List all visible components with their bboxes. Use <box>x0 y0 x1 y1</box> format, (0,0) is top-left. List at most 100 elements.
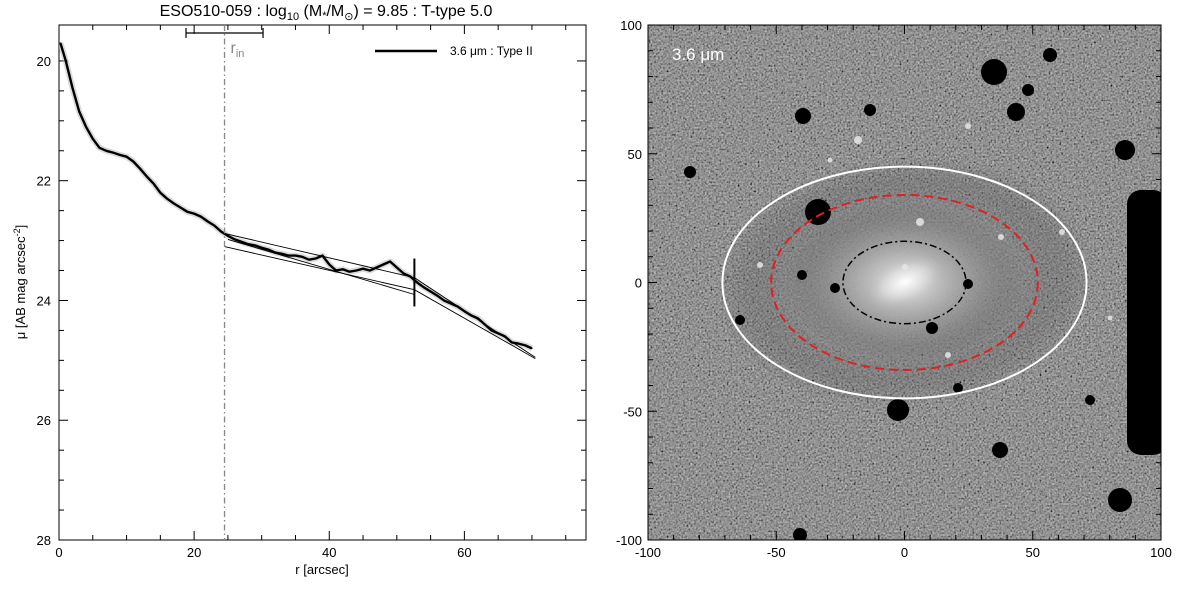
y-tick-label: 28 <box>37 533 51 548</box>
y-axis-title-sup: -2 <box>12 228 22 236</box>
profile-point <box>416 281 418 284</box>
plot-frame <box>58 24 587 541</box>
bright-source <box>945 352 951 358</box>
profile-point <box>342 268 344 270</box>
y-tick-label: 50 <box>628 147 642 162</box>
bright-source <box>998 234 1004 240</box>
chart-title: ESO510-059 : log10 (M*/M⊙) = 9.85 : T-ty… <box>160 3 493 23</box>
profile-point <box>288 254 290 257</box>
mask-blob <box>953 383 963 393</box>
profile-point <box>193 213 195 215</box>
profile-point <box>355 269 357 272</box>
bright-source <box>916 218 924 226</box>
profile-point <box>267 248 270 251</box>
legend: 3.6 μm : Type II <box>375 44 533 58</box>
mask-blob <box>992 442 1008 458</box>
profile-point <box>119 154 121 156</box>
profile-point <box>477 317 479 320</box>
title-mass-open: (M <box>299 3 322 20</box>
y-tick-label: 26 <box>37 413 51 428</box>
profile-point <box>315 257 317 260</box>
profile-point <box>71 87 74 89</box>
profile-point <box>517 342 520 345</box>
bright-source <box>965 123 971 129</box>
profile-point <box>234 238 236 240</box>
mask-blob <box>1007 103 1025 121</box>
profile-point <box>443 299 445 302</box>
axis-ticks: 0 20 40 60 20 22 24 26 28 <box>37 25 586 560</box>
galaxy-image: 3.6 μm <box>648 25 1161 540</box>
x-tick-label: 20 <box>187 545 201 560</box>
masked-region <box>1127 190 1161 455</box>
profile-point <box>125 156 128 158</box>
profile-point <box>389 260 391 263</box>
profile-point <box>98 147 101 149</box>
profile-uncertainty <box>59 42 534 352</box>
mask-blob <box>735 315 745 325</box>
profile-point <box>382 263 384 266</box>
x-tick-label: 0 <box>55 545 62 560</box>
x-tick-label: 0 <box>901 545 908 560</box>
title-rest: ) = 9.85 : T-type 5.0 <box>353 3 492 20</box>
profile-point <box>254 244 256 246</box>
mask-blob <box>793 528 807 540</box>
r-in-label: rin <box>231 40 245 60</box>
mask-blob <box>887 399 909 421</box>
profile-point <box>261 247 263 249</box>
y-axis-title-close: ] <box>13 225 28 229</box>
profile-point <box>59 42 61 44</box>
y-tick-label: -100 <box>616 533 642 548</box>
y-axis-title: μ [AB mag arcsec-2] <box>12 225 28 340</box>
bright-source <box>1059 229 1065 235</box>
profile-point <box>105 150 107 152</box>
y-axis-title-main: μ [AB mag arcsec <box>13 236 28 339</box>
legend-label: 3.6 μm : Type II <box>450 44 533 58</box>
band-label: 3.6 μm <box>672 45 724 64</box>
isophote-ellipses <box>721 165 1088 400</box>
profile-point <box>180 207 182 209</box>
profile-point <box>423 286 425 288</box>
profile-point <box>362 268 364 270</box>
profile-point <box>396 266 398 269</box>
mask-blob <box>797 270 807 280</box>
y-tick-label: 22 <box>37 174 51 189</box>
profile-point <box>430 290 432 293</box>
profile-point <box>173 202 175 205</box>
x-tick-label: 40 <box>322 545 336 560</box>
star-masks <box>684 48 1135 540</box>
profile-point <box>308 259 310 261</box>
r-in-label-sub: in <box>236 48 245 60</box>
axis-ticks: -100 -50 0 50 100 -100 -50 0 50 100 <box>616 18 1172 560</box>
fit-line <box>227 238 415 295</box>
profile-point <box>139 168 141 170</box>
profile-point <box>240 241 243 243</box>
profile-point <box>159 192 161 194</box>
profile-point <box>152 183 155 185</box>
profile-point <box>227 235 229 237</box>
profile-point <box>207 220 209 223</box>
profile-point <box>146 175 148 178</box>
profile-point <box>294 254 297 257</box>
plot-area <box>59 42 536 359</box>
profile-point <box>132 160 134 163</box>
r-in-label-main: r <box>231 40 237 57</box>
bright-source <box>1107 315 1113 321</box>
profile-point <box>200 216 202 218</box>
profile-point <box>450 302 452 305</box>
y-tick-label: -50 <box>623 404 642 419</box>
mask-blob <box>1085 395 1095 405</box>
profile-point <box>328 263 330 266</box>
y-tick-label: 24 <box>37 293 51 308</box>
profile-point <box>65 60 67 62</box>
title-star: * <box>322 10 327 22</box>
image-panel: 3.6 μm -100 -50 0 50 100 -100 -50 0 50 100 <box>616 18 1172 560</box>
mask-blob <box>1022 84 1034 96</box>
profile-point <box>213 225 215 227</box>
profile-point <box>112 151 114 154</box>
title-name: ESO510-059 : log <box>160 3 287 20</box>
bright-sources <box>757 123 1113 358</box>
mask-blob <box>805 199 831 225</box>
profile-point <box>281 253 283 255</box>
profile-point <box>78 111 80 113</box>
